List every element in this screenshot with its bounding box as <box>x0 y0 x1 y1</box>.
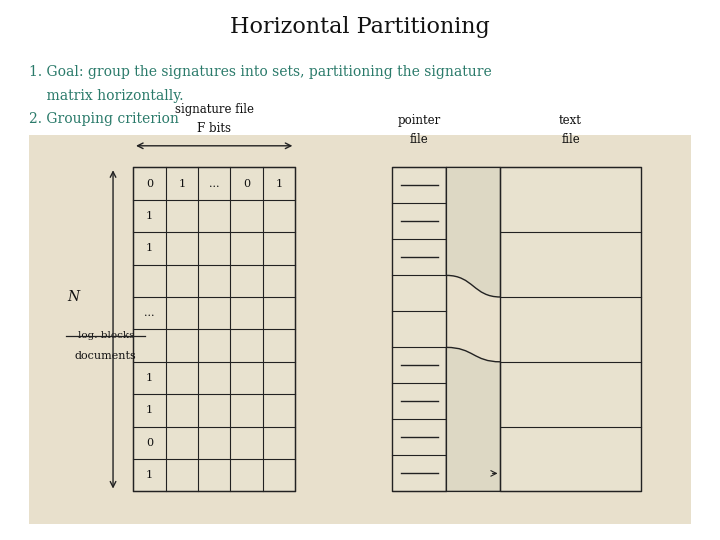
Text: 0: 0 <box>146 438 153 448</box>
Bar <box>29 135 691 524</box>
Text: 1: 1 <box>146 470 153 480</box>
Bar <box>500 167 641 491</box>
Bar <box>133 167 295 491</box>
Text: 1: 1 <box>146 244 153 253</box>
Text: ...: ... <box>144 308 155 318</box>
PathPatch shape <box>446 167 500 297</box>
Text: documents: documents <box>75 352 137 361</box>
Text: 1: 1 <box>179 179 185 188</box>
Text: pointer: pointer <box>397 114 441 127</box>
Text: file: file <box>410 133 429 146</box>
Text: 1: 1 <box>146 211 153 221</box>
Text: Horizontal Partitioning: Horizontal Partitioning <box>230 16 490 38</box>
Text: 1. Goal: group the signatures into sets, partitioning the signature: 1. Goal: group the signatures into sets,… <box>29 65 492 79</box>
Text: 0: 0 <box>243 179 250 188</box>
Text: N: N <box>68 290 79 304</box>
Text: signature file: signature file <box>175 103 253 116</box>
PathPatch shape <box>446 347 500 491</box>
Text: 2. Grouping criterion: 2. Grouping criterion <box>29 112 179 126</box>
Text: 1: 1 <box>146 406 153 415</box>
Text: file: file <box>561 133 580 146</box>
Text: text: text <box>559 114 582 127</box>
Text: 1: 1 <box>146 373 153 383</box>
Text: 1: 1 <box>276 179 282 188</box>
Text: ...: ... <box>209 179 220 188</box>
Text: 0: 0 <box>146 179 153 188</box>
Text: matrix horizontally.: matrix horizontally. <box>29 89 184 103</box>
Text: F bits: F bits <box>197 122 231 135</box>
Bar <box>392 167 446 491</box>
Text: log. blocks: log. blocks <box>78 332 134 340</box>
